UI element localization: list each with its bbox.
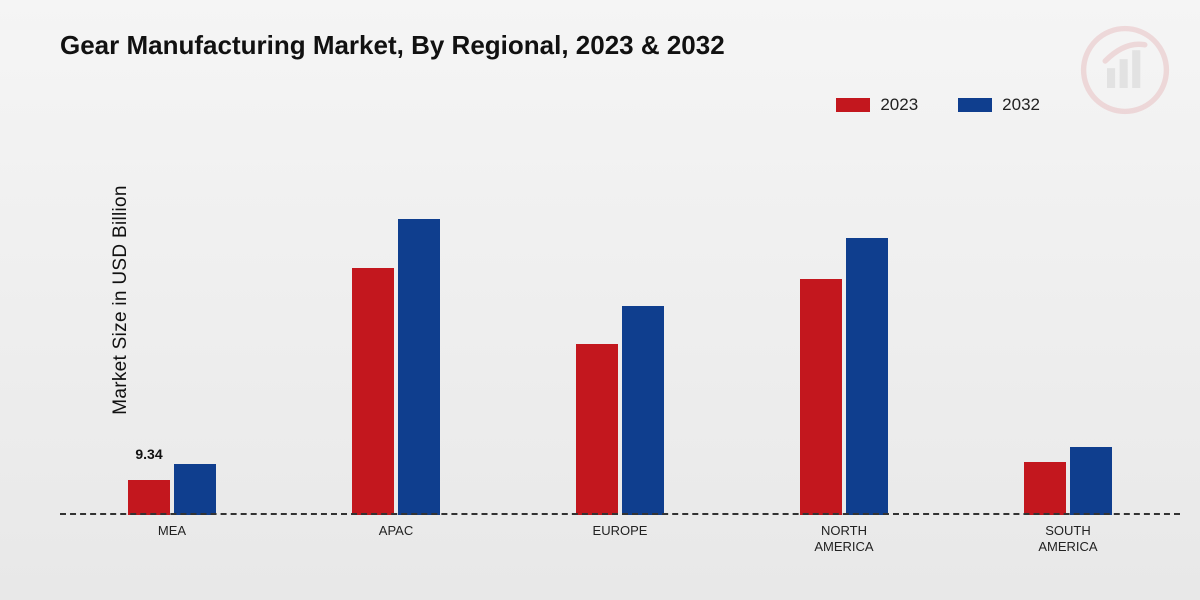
bar-group-europe xyxy=(508,135,732,515)
legend-label-2032: 2032 xyxy=(1002,95,1040,115)
bar-group-mea: 9.34 xyxy=(60,135,284,515)
bar-apac-2032 xyxy=(398,219,440,515)
bar-annotation: 9.34 xyxy=(135,446,162,462)
legend-swatch-2032 xyxy=(958,98,992,112)
xlabel-europe: EUROPE xyxy=(508,523,732,556)
xlabel-sa: SOUTH AMERICA xyxy=(956,523,1180,556)
bar-europe-2032 xyxy=(622,306,664,515)
x-axis-labels: MEA APAC EUROPE NORTH AMERICA SOUTH AMER… xyxy=(60,523,1180,556)
bar-group-north-america xyxy=(732,135,956,515)
bar-europe-2023 xyxy=(576,344,618,515)
chart-container: Gear Manufacturing Market, By Regional, … xyxy=(0,0,1200,600)
bar-mea-2032 xyxy=(174,464,216,515)
bar-na-2023 xyxy=(800,279,842,515)
x-axis-baseline xyxy=(60,513,1180,515)
bar-apac-2023 xyxy=(352,268,394,515)
bar-mea-2023 xyxy=(128,480,170,515)
xlabel-apac: APAC xyxy=(284,523,508,556)
bar-na-2032 xyxy=(846,238,888,515)
plot-area: 9.34 xyxy=(60,135,1180,515)
legend-item-2032: 2032 xyxy=(958,95,1040,115)
xlabel-mea: MEA xyxy=(60,523,284,556)
legend-label-2023: 2023 xyxy=(880,95,918,115)
legend-item-2023: 2023 xyxy=(836,95,918,115)
legend-swatch-2023 xyxy=(836,98,870,112)
xlabel-na: NORTH AMERICA xyxy=(732,523,956,556)
bar-group-south-america xyxy=(956,135,1180,515)
bar-groups: 9.34 xyxy=(60,135,1180,515)
bar-sa-2032 xyxy=(1070,447,1112,515)
bar-sa-2023 xyxy=(1024,462,1066,515)
chart-title: Gear Manufacturing Market, By Regional, … xyxy=(60,30,725,61)
bar-group-apac xyxy=(284,135,508,515)
watermark-logo xyxy=(1080,25,1170,115)
legend: 2023 2032 xyxy=(836,95,1040,115)
